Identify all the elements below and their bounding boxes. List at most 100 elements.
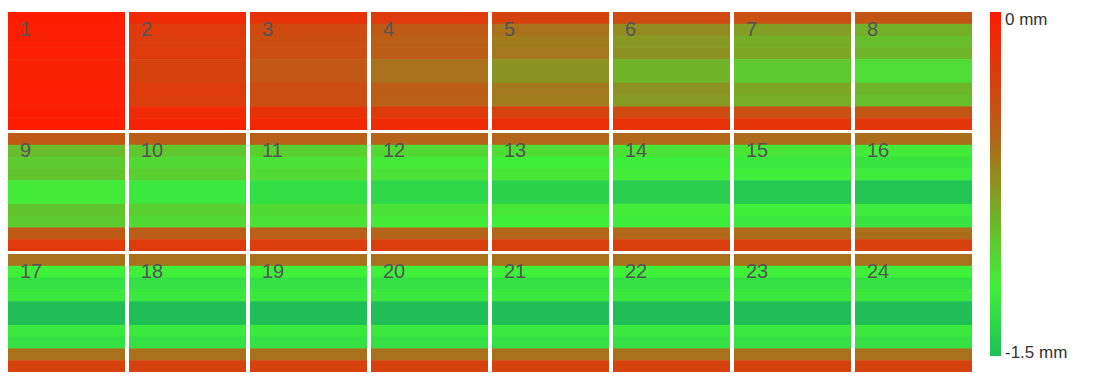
depth-cell: [492, 118, 609, 130]
panel-label: 14: [625, 139, 647, 161]
panel-cells: [250, 254, 367, 372]
depth-cell: [129, 168, 246, 180]
depth-cell: [129, 348, 246, 360]
depth-cell: [8, 337, 125, 349]
depth-cell: [734, 192, 851, 204]
depth-cell: [855, 325, 972, 337]
depth-cell: [734, 239, 851, 251]
panel-label: 9: [20, 139, 31, 161]
figure: 1234567891011121314151617181920212223240…: [0, 0, 1115, 380]
depth-cell: [129, 118, 246, 130]
panel-label: 11: [262, 139, 283, 161]
panel-cells: [129, 254, 246, 372]
panel-label: 7: [746, 18, 757, 40]
panel-cells: [371, 254, 488, 372]
panel-cells: [8, 12, 125, 130]
depth-cell: [613, 192, 730, 204]
panel: 5: [492, 12, 609, 131]
panel-cells: [855, 12, 972, 130]
panel-cells: [129, 133, 246, 251]
depth-cell: [613, 313, 730, 325]
panel-cells: [250, 133, 367, 251]
depth-cell: [371, 289, 488, 301]
depth-cell: [613, 168, 730, 180]
panel-cells: [250, 12, 367, 130]
panel: 20: [371, 254, 488, 373]
depth-cell: [492, 313, 609, 325]
depth-cell: [371, 118, 488, 130]
depth-cell: [492, 239, 609, 251]
depth-cell: [492, 289, 609, 301]
depth-cell: [250, 47, 367, 59]
depth-cell: [492, 106, 609, 118]
depth-cell: [129, 313, 246, 325]
depth-cell: [492, 227, 609, 239]
depth-cell: [855, 239, 972, 251]
panel-label: 18: [141, 260, 163, 282]
depth-cell: [492, 301, 609, 313]
panel-cells: [613, 254, 730, 372]
depth-cell: [613, 106, 730, 118]
depth-cell: [734, 47, 851, 59]
depth-cell: [734, 337, 851, 349]
depth-cell: [613, 289, 730, 301]
panel: 4: [371, 12, 488, 131]
depth-cell: [250, 239, 367, 251]
depth-cell: [734, 71, 851, 83]
depth-cell: [250, 59, 367, 71]
panel: 3: [250, 12, 367, 131]
depth-cell: [855, 289, 972, 301]
depth-cell: [129, 301, 246, 313]
depth-cell: [492, 204, 609, 216]
depth-cell: [734, 59, 851, 71]
depth-cell: [371, 180, 488, 192]
panel-label: 23: [746, 260, 768, 282]
depth-cell: [8, 95, 125, 107]
depth-cell: [129, 337, 246, 349]
depth-cell: [8, 118, 125, 130]
depth-cell: [734, 289, 851, 301]
depth-cell: [371, 313, 488, 325]
depth-cell: [8, 289, 125, 301]
depth-cell: [8, 313, 125, 325]
panel: 21: [492, 254, 609, 373]
depth-cell: [8, 360, 125, 372]
depth-cell: [129, 192, 246, 204]
depth-cell: [129, 289, 246, 301]
colorbar: [990, 12, 1001, 356]
depth-cell: [250, 95, 367, 107]
panel-label: 24: [867, 260, 889, 282]
depth-cell: [734, 106, 851, 118]
depth-cell: [613, 118, 730, 130]
depth-cell: [250, 337, 367, 349]
panel-label: 16: [867, 139, 889, 161]
depth-cell: [613, 59, 730, 71]
depth-cell: [855, 360, 972, 372]
panel-label: 22: [625, 260, 647, 282]
depth-cell: [371, 95, 488, 107]
depth-cell: [613, 180, 730, 192]
depth-cell: [734, 168, 851, 180]
panel: 15: [734, 133, 851, 252]
panel-cells: [492, 254, 609, 372]
depth-cell: [250, 360, 367, 372]
panel-cells: [734, 254, 851, 372]
depth-cell: [250, 71, 367, 83]
panel-label: 15: [746, 139, 768, 161]
depth-cell: [8, 348, 125, 360]
depth-cell: [250, 106, 367, 118]
panel-cells: [855, 133, 972, 251]
panel-label: 12: [383, 139, 405, 161]
depth-cell: [613, 216, 730, 228]
depth-cell: [8, 47, 125, 59]
depth-cell: [613, 301, 730, 313]
panel: 13: [492, 133, 609, 252]
depth-cell: [492, 47, 609, 59]
depth-cell: [129, 360, 246, 372]
panel-label: 13: [504, 139, 526, 161]
depth-cell: [8, 180, 125, 192]
depth-cell: [250, 192, 367, 204]
depth-cell: [855, 95, 972, 107]
depth-cell: [492, 180, 609, 192]
depth-cell: [734, 83, 851, 95]
